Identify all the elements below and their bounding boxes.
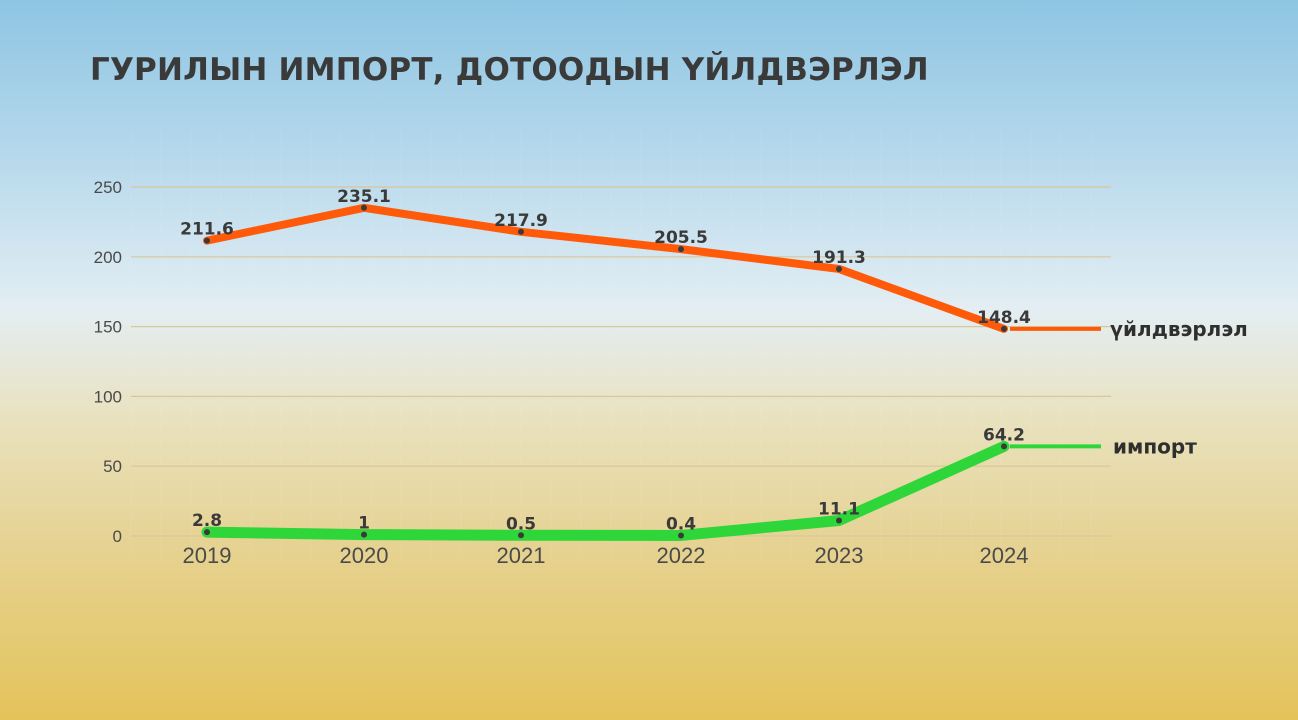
data-label: 211.6 <box>180 220 234 240</box>
y-tick-label: 100 <box>94 387 122 406</box>
data-label: 217.9 <box>494 211 548 231</box>
data-label: 1 <box>358 514 370 534</box>
x-tick-label: 2019 <box>183 543 232 568</box>
data-point <box>204 237 210 244</box>
data-point <box>678 246 684 253</box>
grid <box>130 130 1111 560</box>
y-tick-label: 0 <box>113 527 122 546</box>
x-tick-label: 2023 <box>815 543 864 568</box>
data-label: 235.1 <box>337 187 391 207</box>
data-point <box>836 517 842 524</box>
data-point <box>518 228 524 235</box>
data-label: 148.4 <box>977 308 1031 328</box>
series-group: үйлдвэрлэл 211.6 235.1 217.9 205.5 191.3 148.4… <box>180 187 1248 541</box>
x-tick-label: 2021 <box>497 543 546 568</box>
data-point <box>361 204 367 211</box>
x-tick-label: 2024 <box>980 543 1029 568</box>
data-label: 64.2 <box>983 425 1025 445</box>
data-label: 2.8 <box>192 511 222 531</box>
y-tick-label: 50 <box>103 457 122 476</box>
data-label: 11.1 <box>818 500 860 520</box>
y-axis-ticks: 0 50 100 150 200 250 <box>94 178 122 546</box>
data-point <box>678 532 684 539</box>
data-point <box>1001 325 1007 332</box>
data-label: 0.5 <box>506 514 536 534</box>
data-label: 191.3 <box>812 248 866 268</box>
y-tick-label: 250 <box>94 178 122 197</box>
chart-title: ГУРИЛЫН ИМПОРТ, ДОТООДЫН ҮЙЛДВЭРЛЭЛ <box>90 52 929 88</box>
y-tick-label: 150 <box>94 318 122 337</box>
data-label: 0.4 <box>666 514 696 534</box>
y-tick-label: 200 <box>94 248 122 267</box>
data-point <box>836 265 842 272</box>
data-point <box>361 531 367 538</box>
data-point <box>518 532 524 539</box>
x-tick-label: 2020 <box>340 543 389 568</box>
x-axis-ticks: 2019 2020 2021 2022 2023 2024 <box>183 543 1029 568</box>
data-point <box>1001 443 1007 450</box>
data-point <box>204 529 210 536</box>
series-line <box>201 440 1010 541</box>
data-label: 205.5 <box>654 228 708 248</box>
legend-label: үйлдвэрлэл <box>1110 317 1248 341</box>
x-tick-label: 2022 <box>657 543 706 568</box>
legend-label: импорт <box>1113 434 1197 458</box>
series-line <box>203 203 1008 333</box>
